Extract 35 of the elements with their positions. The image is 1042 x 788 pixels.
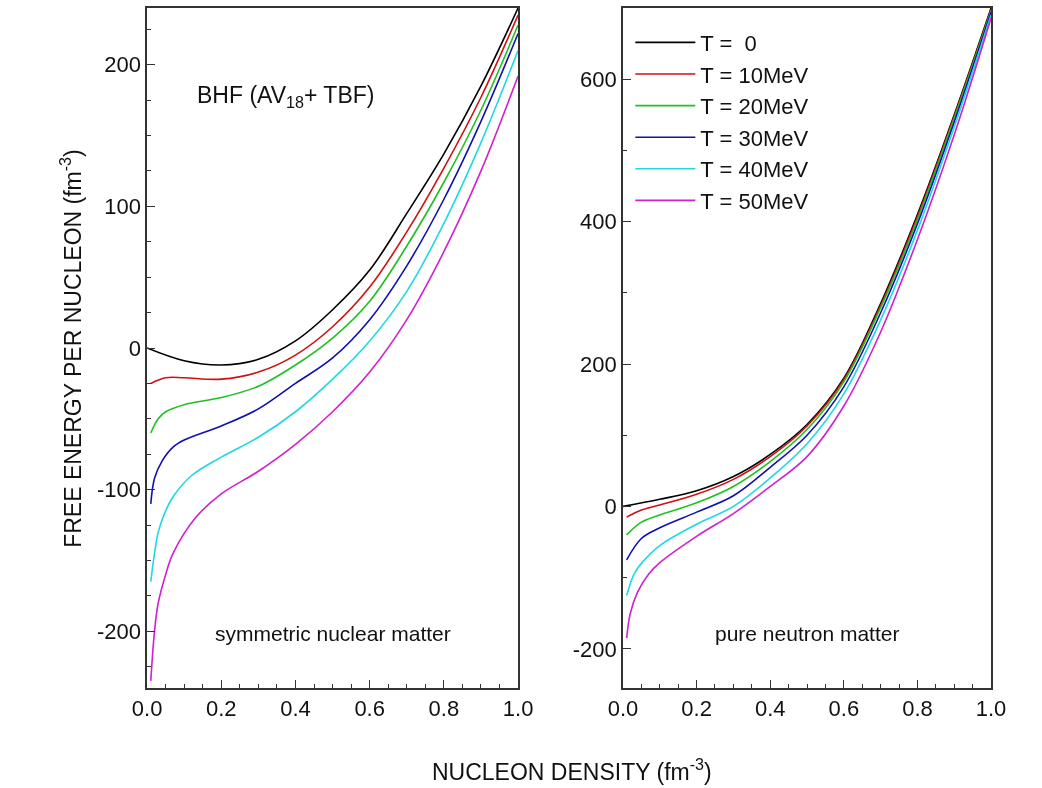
y-tick-label: 0 xyxy=(604,494,617,520)
y-tick-label: 400 xyxy=(580,209,617,235)
legend-label: T = 0 xyxy=(700,30,757,56)
y-tick-label: -100 xyxy=(96,477,141,503)
x-tick-label: 0.2 xyxy=(205,696,237,722)
y-tick-label: 600 xyxy=(580,66,617,92)
y-tick-label: 200 xyxy=(104,52,141,78)
legend-label: T = 10MeV xyxy=(700,62,809,88)
line-series xyxy=(149,32,519,505)
annotation: pure neutron matter xyxy=(715,622,900,645)
x-tick-label: 0.0 xyxy=(131,696,163,722)
legend-label: T = 20MeV xyxy=(700,94,809,120)
line-series xyxy=(149,75,519,682)
annotation: BHF (AV$_{18}$+ TBF) xyxy=(197,82,375,111)
x-axis-title: NUCLEON DENSITY (fm$^{-3}$) xyxy=(432,755,712,785)
x-tick-label: 0.2 xyxy=(681,696,712,722)
x-tick-label: 1.0 xyxy=(975,696,1007,722)
y-tick-label: 100 xyxy=(104,194,141,220)
x-tick-label: 0.6 xyxy=(828,696,860,722)
x-tick-label: 0.8 xyxy=(428,696,460,722)
legend-label: T = 50MeV xyxy=(700,188,809,214)
x-tick-label: 0.8 xyxy=(902,696,933,722)
y-tick-label: 0 xyxy=(128,335,141,361)
line-series xyxy=(149,49,519,583)
x-tick-label: 0.4 xyxy=(754,696,786,722)
x-tick-label: 0.4 xyxy=(280,696,311,722)
legend-label: T = 30MeV xyxy=(700,125,809,151)
legend-label: T = 40MeV xyxy=(700,157,809,183)
annotation: symmetric nuclear matter xyxy=(215,622,451,645)
x-tick-label: 1.0 xyxy=(502,696,534,722)
x-tick-label: 0.0 xyxy=(607,696,639,722)
y-tick-label: 200 xyxy=(580,351,617,377)
y-tick-label: -200 xyxy=(96,619,141,645)
y-tick-label: -200 xyxy=(572,636,617,662)
x-tick-label: 0.6 xyxy=(354,696,385,722)
